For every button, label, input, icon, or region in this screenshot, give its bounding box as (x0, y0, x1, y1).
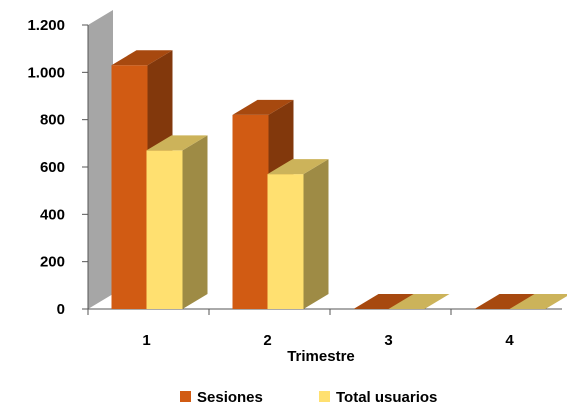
y-tick-label: 0 (57, 301, 65, 318)
x-tick-label: 3 (384, 332, 392, 349)
bar-front (232, 114, 269, 309)
bar-front (146, 150, 183, 309)
bar-top (474, 294, 536, 309)
legend-label: Total usuarios (336, 389, 437, 406)
bar (474, 294, 536, 309)
legend-item: Sesiones (180, 389, 263, 406)
x-axis-ticks: 1 2 3 4 (87, 309, 514, 349)
x-tick-label: 1 (142, 332, 150, 349)
bar-top (232, 99, 294, 115)
y-tick-label: 800 (40, 112, 65, 129)
bar (267, 159, 329, 309)
y-axis-ticks: 0 200 400 600 800 1.000 1.200 (27, 17, 88, 318)
bar-top (111, 50, 173, 66)
chart-legend: Sesiones Total usuarios (180, 389, 437, 406)
bar (353, 294, 415, 309)
x-tick-label: 2 (263, 332, 271, 349)
bar (388, 294, 450, 309)
bar-top (388, 294, 450, 309)
y-tick-label: 200 (40, 254, 65, 271)
y-tick-label: 1.000 (27, 64, 65, 81)
chart-back-wall (88, 10, 113, 309)
bar (146, 135, 208, 309)
legend-item: Total usuarios (319, 389, 437, 406)
bar-top (267, 159, 329, 175)
bar-side (182, 135, 208, 309)
side-wall (88, 10, 113, 309)
y-tick-label: 1.200 (27, 17, 65, 34)
bar-top (146, 135, 208, 151)
chart-bars (111, 50, 567, 309)
bar-side (303, 159, 329, 309)
bar-front (111, 65, 148, 309)
bar-top (509, 294, 567, 309)
legend-label: Sesiones (197, 389, 263, 406)
legend-swatch (319, 391, 330, 402)
bar-front (267, 174, 304, 309)
bar-top (353, 294, 415, 309)
y-tick-label: 600 (40, 159, 65, 176)
legend-swatch (180, 391, 191, 402)
bar (509, 294, 567, 309)
x-axis-title: Trimestre (287, 348, 355, 365)
x-tick-label: 4 (505, 332, 514, 349)
y-tick-label: 400 (40, 206, 65, 223)
